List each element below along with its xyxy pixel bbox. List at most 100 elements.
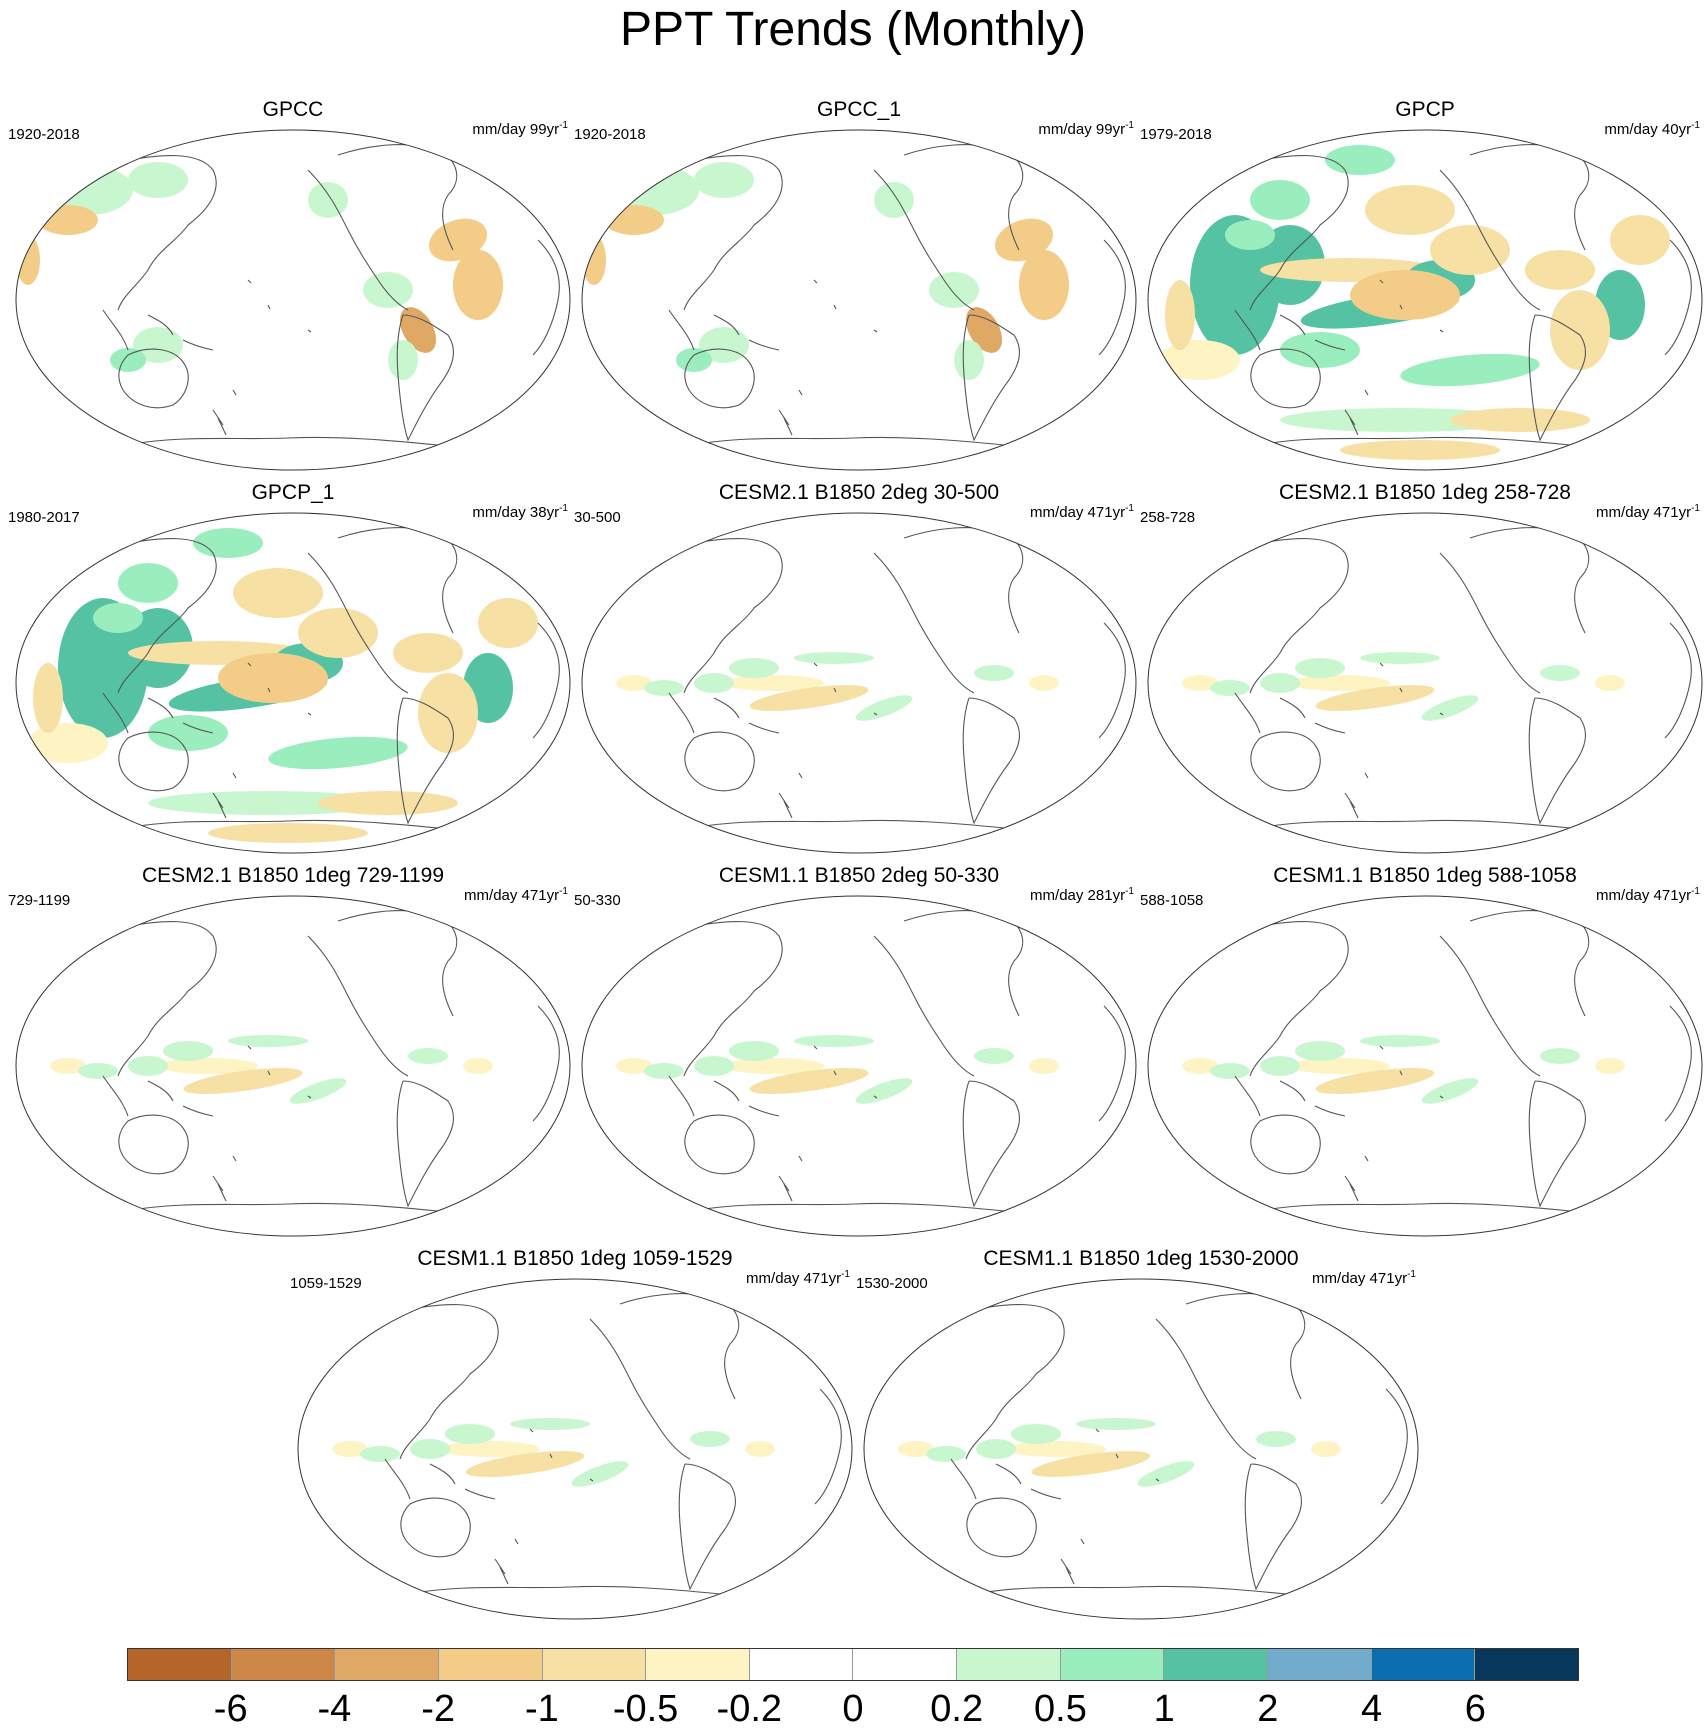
coastline [1344, 792, 1359, 819]
trend-blob [609, 165, 699, 215]
trend-blob [694, 1056, 734, 1076]
panel-title: GPCP [1395, 98, 1455, 121]
coastline [1469, 527, 1590, 634]
coastline [532, 239, 560, 356]
map-panel: GPCC 1920-2018 mm/day 99yr-1 [8, 98, 578, 471]
coastline [532, 1005, 560, 1122]
map-svg [581, 895, 1137, 1237]
trend-blob [644, 1063, 684, 1079]
coastline [678, 1463, 736, 1591]
trend-blob [1076, 1418, 1156, 1430]
map-svg [15, 895, 571, 1237]
colorbar-cell [1268, 1649, 1372, 1680]
coastline [966, 1497, 1037, 1558]
trend-blob [729, 658, 779, 678]
trend-blob [1430, 225, 1510, 275]
coastline [798, 662, 878, 779]
trend-blob [399, 307, 437, 353]
colorbar-cell [542, 1649, 647, 1680]
coastline [1259, 436, 1571, 446]
map-outline [1147, 895, 1703, 1237]
trend-blob [729, 1041, 779, 1061]
coastline [965, 1304, 1065, 1460]
trend-blob [1190, 215, 1280, 355]
coastline [532, 622, 560, 739]
coastline [117, 921, 217, 1077]
trend-blob [582, 235, 606, 285]
colorbar-tick-label: -6 [213, 1688, 248, 1730]
trend-blob [1250, 180, 1310, 220]
colorbar-tick-label: 0.5 [1034, 1688, 1087, 1730]
trend-blob [163, 1041, 213, 1061]
trend-blob [1006, 1441, 1106, 1457]
coastline [1380, 1388, 1408, 1505]
units-exponent: -1 [1691, 886, 1700, 897]
coastline [1249, 155, 1349, 311]
coastline [127, 436, 439, 446]
panel-title: CESM1.1 B1850 2deg 50-330 [718, 864, 1000, 887]
map-outline [1147, 129, 1703, 471]
coastline [212, 1175, 227, 1202]
map-svg [581, 512, 1137, 854]
coastline [1528, 697, 1586, 825]
trend-blob [1350, 270, 1460, 320]
trend-blob [1256, 1431, 1296, 1447]
units-exponent: -1 [1125, 503, 1134, 514]
trend-blob [268, 736, 408, 770]
coastline [307, 169, 409, 311]
colorbar-cell [335, 1649, 439, 1680]
trend-blob [233, 568, 323, 618]
trend-blob [745, 1441, 775, 1457]
coastline [778, 1175, 793, 1202]
panel-period: 30-500 [574, 509, 621, 526]
colorbar-cell [957, 1649, 1061, 1680]
map-svg [1147, 895, 1703, 1237]
trend-blob [1029, 1058, 1059, 1074]
trend-blob [976, 1439, 1016, 1459]
coastline [102, 309, 214, 351]
trend-blob [690, 1431, 730, 1447]
trend-blob [1311, 1441, 1341, 1457]
units-exponent: -1 [1691, 120, 1700, 131]
coastline [399, 1304, 499, 1460]
trend-blob [974, 665, 1014, 681]
panel-units: mm/day 471yr-1 [1596, 886, 1700, 904]
trend-blob [28, 723, 108, 763]
coastline [778, 409, 793, 436]
panel-title: GPCP_1 [251, 481, 335, 504]
coastline [619, 1293, 740, 1400]
panel-units: mm/day 281yr-1 [1030, 886, 1134, 904]
trend-blob [699, 327, 749, 363]
trend-blob [974, 1048, 1014, 1064]
trend-blob [616, 675, 652, 691]
trend-blob [1165, 280, 1195, 350]
units-exponent: -1 [559, 120, 568, 131]
trend-blob [694, 162, 754, 198]
map-svg [1147, 129, 1703, 471]
trend-blob [218, 653, 328, 703]
coastline [117, 538, 217, 694]
trend-blob [128, 1056, 168, 1076]
trend-blob [318, 791, 458, 815]
map-panel: CESM1.1 B1850 2deg 50-330 50-330 mm/day 28… [574, 864, 1144, 1237]
coastline [1528, 1080, 1586, 1208]
trend-blob [1540, 1048, 1580, 1064]
coastline [1259, 819, 1571, 829]
trend-blob [1325, 145, 1395, 175]
trend-blob [478, 598, 538, 648]
trend-blob [440, 1441, 540, 1457]
units-exponent: -1 [841, 1269, 850, 1280]
coastline [693, 1202, 1005, 1212]
coastline [1344, 1175, 1359, 1202]
trend-blob [1365, 185, 1455, 235]
trend-blob [1295, 1041, 1345, 1061]
trend-blob [1360, 652, 1440, 664]
coastline [437, 520, 471, 543]
trend-blob [58, 598, 148, 738]
coastline [1250, 1114, 1321, 1175]
panel-units: mm/day 471yr-1 [746, 1269, 850, 1287]
map-panel: GPCP_1 1980-2017 mm/day 38yr-1 [8, 481, 578, 854]
coastline [684, 731, 755, 792]
coastline [873, 935, 975, 1077]
trend-blob [93, 603, 143, 633]
